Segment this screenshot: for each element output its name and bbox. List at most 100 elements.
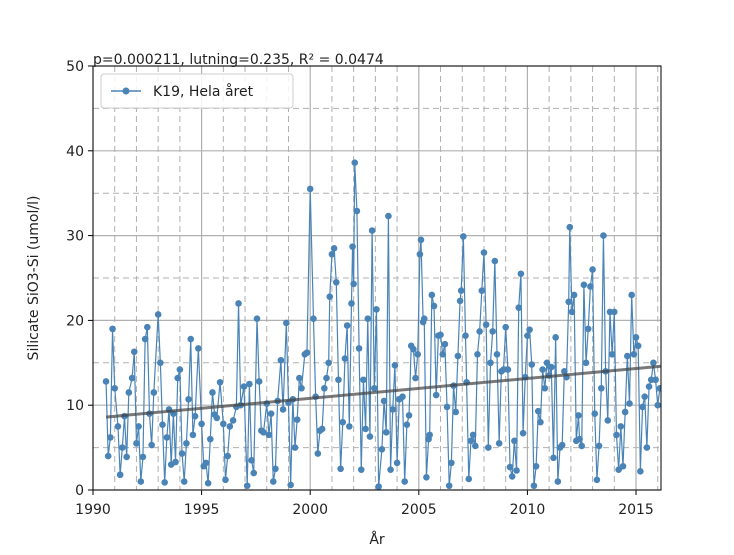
data-point [339, 418, 347, 426]
data-point [291, 444, 299, 451]
data-point [641, 393, 649, 401]
data-point [630, 351, 638, 358]
data-point [474, 351, 481, 358]
data-point [478, 287, 486, 295]
data-point [582, 359, 590, 367]
plot-area [102, 159, 661, 490]
data-point [441, 340, 449, 348]
data-point [195, 345, 202, 352]
data-point [543, 359, 551, 367]
data-point [368, 227, 376, 234]
y-tick-label: 40 [66, 144, 84, 160]
data-point [611, 308, 618, 316]
data-point [137, 478, 145, 485]
data-point [487, 359, 494, 367]
data-point [326, 293, 334, 300]
data-point [337, 465, 344, 473]
data-point [161, 479, 168, 486]
data-point [530, 482, 538, 490]
legend-marker [122, 87, 130, 95]
data-point [189, 431, 197, 439]
data-point [532, 462, 540, 470]
data-point [511, 437, 518, 445]
data-point [469, 431, 477, 439]
data-point [150, 389, 158, 396]
data-point [226, 423, 234, 430]
data-point [382, 429, 390, 436]
data-point [445, 482, 453, 490]
data-point [206, 435, 214, 443]
data-point [561, 367, 568, 375]
data-point [576, 435, 583, 443]
data-point [613, 431, 620, 439]
data-point [656, 384, 661, 392]
data-point [426, 431, 433, 439]
data-point [183, 440, 190, 447]
data-point [144, 323, 151, 331]
data-point [260, 429, 267, 436]
x-tick-label: 2005 [401, 502, 437, 518]
data-point [246, 380, 253, 388]
data-point [283, 319, 290, 327]
data-point [343, 322, 351, 329]
data-point [185, 395, 192, 403]
data-point [159, 421, 166, 429]
data-point [539, 366, 546, 373]
data-point [391, 362, 399, 369]
data-point [277, 356, 285, 364]
data-point [493, 351, 501, 358]
data-point [552, 334, 559, 341]
data-point [524, 332, 531, 339]
data-point [213, 414, 221, 422]
data-point [202, 459, 210, 467]
x-tick-label: 2015 [618, 502, 654, 518]
data-point [519, 429, 527, 437]
data-point [123, 453, 130, 461]
data-point [332, 278, 340, 286]
data-point [502, 323, 509, 331]
data-point [515, 304, 523, 311]
data-point [584, 325, 592, 333]
data-point [580, 281, 588, 289]
data-point [508, 473, 516, 480]
y-tick-label: 30 [66, 229, 84, 245]
data-point [255, 378, 263, 385]
data-point [385, 212, 392, 220]
data-point [608, 351, 616, 358]
data-point [222, 476, 229, 484]
x-tick-label: 1995 [184, 502, 220, 518]
data-point [414, 351, 422, 358]
data-point [216, 379, 224, 386]
data-point [341, 355, 349, 362]
data-point [495, 440, 503, 447]
data-point [439, 351, 447, 358]
data-point [119, 444, 126, 451]
data-point [437, 331, 444, 339]
data-point [279, 406, 287, 413]
data-point [157, 359, 164, 367]
data-point [506, 463, 514, 471]
data-point [224, 452, 231, 460]
data-point [314, 450, 322, 457]
data-point [537, 418, 544, 426]
data-point [111, 384, 119, 392]
data-point [287, 481, 294, 489]
data-point [480, 249, 488, 256]
data-point [634, 342, 642, 350]
data-point [652, 376, 659, 384]
data-point [454, 352, 462, 360]
data-point [267, 410, 275, 417]
data-point [178, 450, 186, 457]
data-point [476, 328, 483, 335]
data-point [378, 445, 386, 453]
data-point [172, 458, 179, 466]
data-point [465, 475, 473, 483]
data-point [198, 420, 205, 428]
data-point [650, 359, 657, 367]
data-point [639, 403, 646, 411]
data-point [591, 410, 599, 417]
data-point [595, 442, 603, 450]
data-point [310, 315, 317, 323]
data-point [452, 408, 460, 416]
